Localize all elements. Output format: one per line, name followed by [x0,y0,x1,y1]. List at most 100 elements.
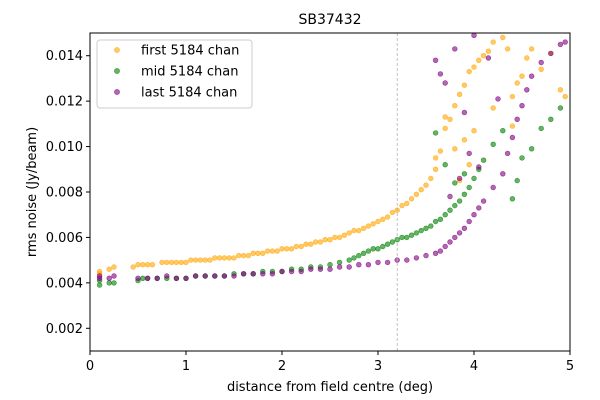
data-point [418,227,424,234]
legend-label: mid 5184 chan [141,65,238,80]
data-point [524,55,530,61]
data-point [221,273,228,279]
data-point [207,257,213,263]
data-point [250,271,256,277]
y-tick-label: 0.010 [46,140,83,155]
data-point [432,166,439,173]
data-point [106,280,112,286]
data-point [135,262,141,268]
data-point [96,273,103,279]
data-point [144,275,151,281]
data-point [356,227,362,234]
data-point [519,102,525,109]
data-point [456,175,463,182]
y-tick-label: 0.004 [46,276,83,291]
data-point [274,248,280,254]
data-point [192,273,199,279]
data-point [346,264,352,270]
data-point [423,225,429,232]
data-point [461,137,468,143]
data-point [514,116,520,123]
data-point [197,257,204,263]
legend-label: last 5184 chan [141,86,237,101]
data-point [380,216,386,223]
data-point [144,262,151,268]
data-point [111,273,117,279]
data-point [293,243,300,250]
data-point [447,207,453,213]
x-tick-label: 4 [470,359,478,374]
data-point [452,102,458,109]
y-axis-label: rms noise (Jy/beam) [25,127,40,257]
data-point [365,248,372,254]
data-point [226,255,232,261]
data-point [346,230,352,236]
data-point [442,243,448,250]
data-point [528,146,535,152]
data-point [480,157,487,163]
data-point [447,193,453,200]
data-point [461,191,468,198]
data-point [384,241,391,247]
data-point [461,171,468,177]
data-point [135,275,141,281]
data-point [476,164,482,170]
series-1-points [96,34,568,277]
data-point [173,259,180,266]
data-point [428,223,434,229]
data-point [485,48,492,54]
data-point [442,162,448,168]
data-point [332,234,338,241]
x-axis-label: distance from field centre (deg) [227,380,433,395]
data-point [312,239,319,245]
data-point [466,68,472,75]
y-tick-label: 0.006 [46,231,83,246]
data-point [519,155,525,161]
data-point [471,32,477,38]
data-point [519,73,525,79]
data-point [466,218,472,225]
data-point [202,273,208,279]
data-point [375,218,381,225]
data-point [442,125,448,132]
data-point [164,259,170,266]
data-point [548,50,554,57]
legend-marker [114,68,120,74]
data-point [447,116,453,123]
data-point [384,259,391,266]
data-point [231,255,237,261]
data-point [437,148,444,154]
data-point [298,268,304,275]
data-point [370,221,376,227]
data-point [212,255,218,261]
data-point [476,205,482,211]
data-point [504,46,511,52]
data-point [428,175,434,182]
data-point [288,268,295,275]
data-point [336,264,343,270]
legend-items: first 5184 chan mid 5184 chan last 5184 ch… [114,44,239,101]
data-point [389,239,396,245]
data-point [452,180,458,186]
data-point [375,259,381,266]
x-tick-label: 0 [86,359,94,374]
data-point [336,259,343,266]
data-point [538,125,544,132]
y-tick-label: 0.014 [46,49,83,64]
data-point [461,109,468,116]
chart-title: SB37432 [298,12,361,28]
data-point [452,202,458,209]
data-point [437,248,444,254]
y-tick-label: 0.002 [46,322,83,337]
data-point [212,273,218,279]
data-point [418,187,424,193]
data-point [471,175,477,182]
data-point [432,57,439,63]
data-point [284,246,290,252]
data-point [490,39,496,45]
data-point [365,262,372,268]
data-point [365,223,372,229]
data-point [500,34,506,41]
data-point [202,257,208,263]
